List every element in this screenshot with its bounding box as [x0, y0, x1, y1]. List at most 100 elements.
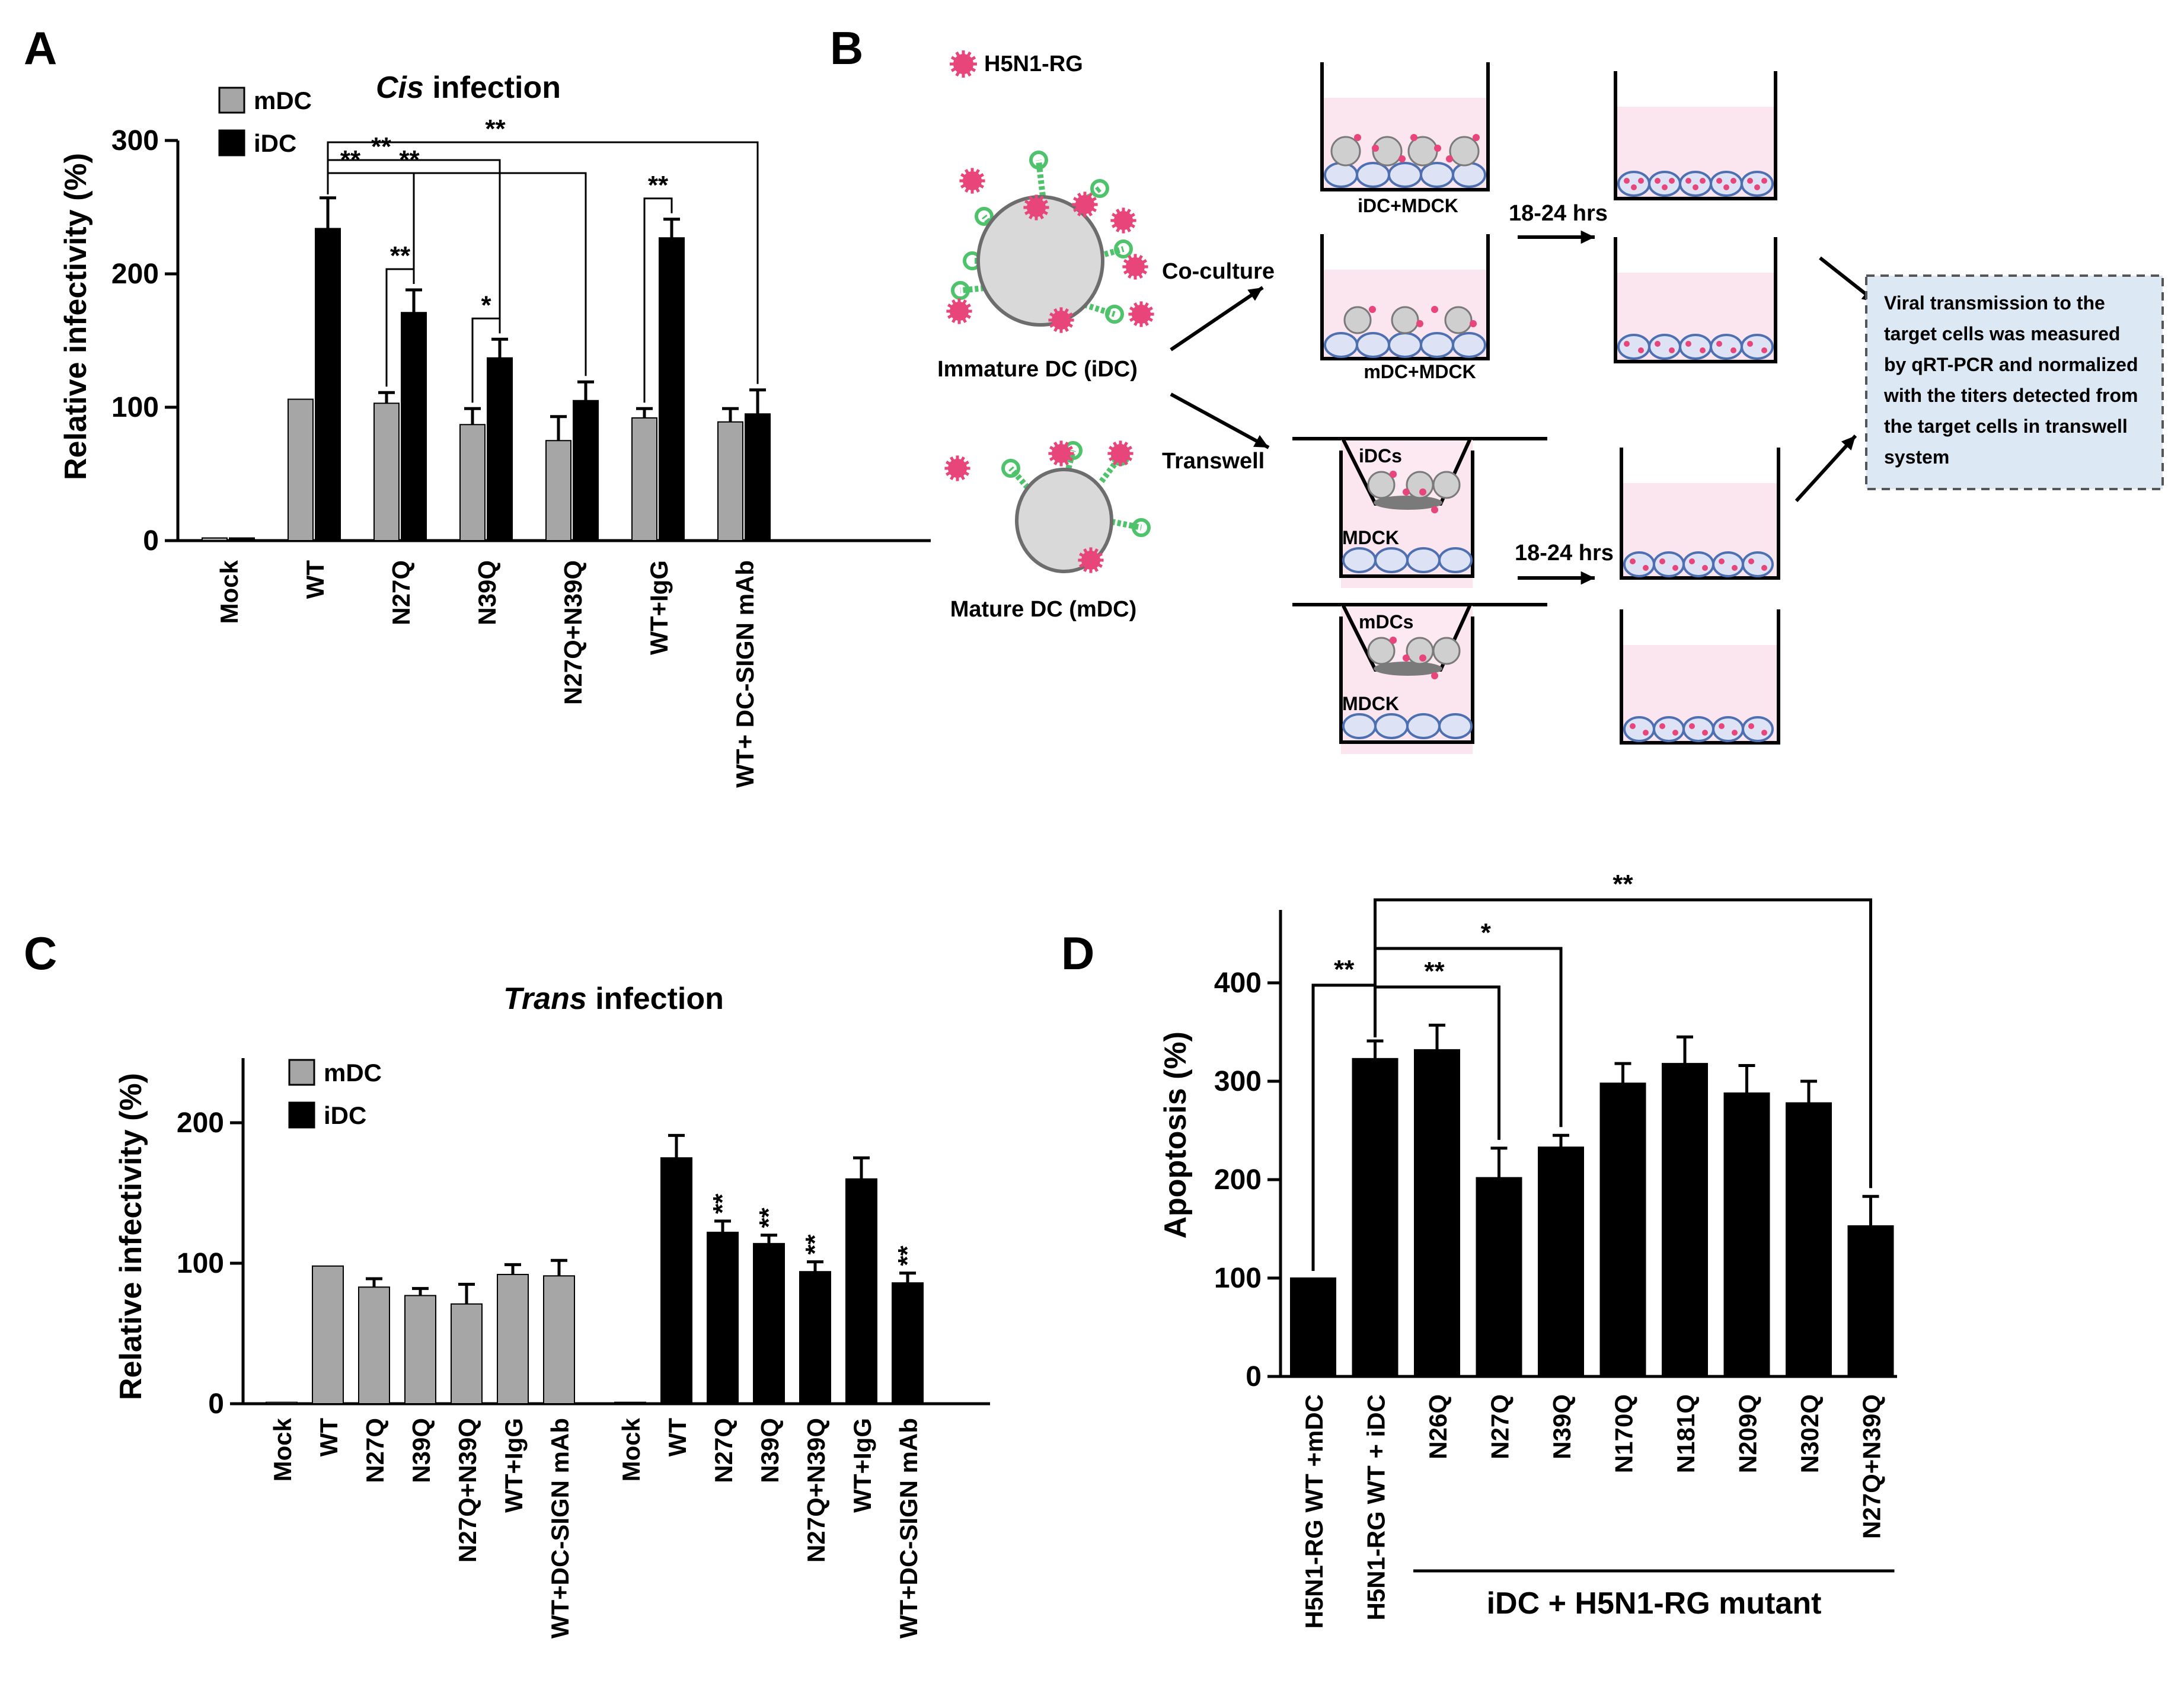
x-tick-label: N27Q+N39Q	[802, 1418, 830, 1563]
bar-idc-N27Q+N39Q	[573, 400, 599, 541]
virion-core	[1111, 444, 1130, 463]
transwell-idc-outer-well	[1339, 451, 1474, 578]
well-result-1	[1614, 71, 1777, 200]
mdck-cell-icon	[1653, 716, 1685, 742]
virus-particle-icon	[1747, 341, 1753, 347]
x-tick-label: H5N1-RG WT +mDC	[1300, 1394, 1328, 1629]
dc-in-insert-icon	[1432, 637, 1461, 665]
virion-icon	[1023, 194, 1049, 221]
dc-in-insert-icon	[1367, 637, 1396, 665]
y-tick-label: 300	[111, 125, 159, 156]
significance-bracket	[471, 317, 501, 403]
virus-particle-icon	[1732, 730, 1738, 736]
virus-particle-icon	[1719, 558, 1725, 564]
mdck-cell-icon	[1682, 551, 1714, 577]
virion-icon	[1072, 191, 1098, 218]
virus-particle-icon	[1624, 178, 1630, 184]
mdck-cell-icon	[1388, 162, 1422, 188]
virion-core	[948, 459, 967, 478]
y-tick-label: 100	[177, 1248, 224, 1279]
mdck-cell-icon	[1712, 716, 1744, 742]
virion-icon	[1128, 301, 1154, 327]
virus-particle-icon	[1630, 558, 1636, 564]
virus-particle-icon	[1643, 565, 1649, 571]
virus-particle-icon	[1693, 184, 1698, 190]
mdck-cell-icon	[1617, 171, 1650, 197]
bar-N302Q	[1786, 1102, 1832, 1378]
significance-label: *	[1481, 918, 1492, 947]
virion-core	[953, 54, 973, 74]
mdc-in-well-icon	[1391, 306, 1419, 334]
well1-label: iDC+MDCK	[1358, 195, 1458, 216]
panel-label-a: A	[24, 22, 57, 74]
idc-in-well-icon	[1407, 136, 1438, 167]
arrow-coculture	[1170, 286, 1264, 352]
bar-mdc-WT+IgG	[631, 417, 657, 541]
virus-particle-icon	[1732, 565, 1738, 571]
bar-idc-N39Q	[753, 1242, 785, 1405]
receptor-head	[951, 281, 970, 300]
virus-particle-icon	[1431, 306, 1438, 313]
y-axis-label: Apoptosis (%)	[1158, 1031, 1193, 1239]
mdck-cell-icon	[1356, 162, 1390, 188]
bar-mdc-N27Q	[358, 1286, 390, 1405]
legend-label-idc: iDC	[254, 129, 296, 157]
virion-icon	[1122, 254, 1148, 280]
x-tick-label: N39Q	[473, 560, 501, 625]
virus-particle-icon	[1761, 730, 1767, 736]
mdck-cell-icon	[1324, 332, 1358, 358]
arrow-coculture-head	[1247, 288, 1263, 301]
mdc-in-well-icon	[1343, 306, 1372, 334]
virion-icon	[959, 168, 985, 194]
virus-particle-icon	[1655, 341, 1661, 347]
legend-label-idc: iDC	[324, 1101, 366, 1129]
time1-label: 18-24 hrs	[1509, 201, 1608, 226]
mdck-cell-icon	[1420, 162, 1454, 188]
significance-label: **	[399, 145, 420, 174]
mdck-cell-icon	[1742, 551, 1774, 577]
mdck-cell-icon	[1742, 716, 1774, 742]
panel-a: A 0 100 200 300 Cis infection Relative infect…	[24, 22, 931, 788]
bar-idc-N39Q	[487, 357, 513, 541]
panel-b: B H5N1-RG Immature DC (iDC) Mature DC (mDC…	[830, 22, 2164, 754]
receptor-head	[1090, 179, 1109, 198]
mdck-cell-icon	[1617, 334, 1650, 360]
virus-particle-icon	[1761, 178, 1767, 184]
chart-title: Trans infection	[503, 982, 724, 1016]
virus-particle-icon	[1416, 320, 1423, 327]
virus-particle-icon	[1723, 184, 1729, 190]
transwell-mdc-label: mDCs	[1359, 611, 1413, 633]
bar-N209Q	[1723, 1092, 1770, 1378]
well-result-2	[1614, 237, 1777, 363]
virus-particle-icon	[1630, 723, 1636, 729]
mdck-cell-icon	[1682, 716, 1714, 742]
virus-particle-icon	[1473, 134, 1480, 141]
y-tick-label: 200	[177, 1107, 224, 1139]
bar-mdc-Mock	[266, 1401, 298, 1404]
bar-mdc-N27Q+N39Q	[545, 440, 571, 541]
y-tick-label: 100	[111, 392, 159, 423]
x-tick-label: N39Q	[756, 1418, 784, 1483]
x-tick-label: WT	[301, 560, 329, 599]
bar-H5N1-RG WT +mDC	[1290, 1277, 1336, 1377]
virus-legend-icon	[950, 50, 977, 78]
virus-particle-icon	[1761, 565, 1767, 571]
mdck-cell-icon	[1679, 171, 1712, 197]
mdck-cell-icon	[1438, 547, 1473, 573]
mdck-cell-icon	[1710, 334, 1743, 360]
legend-swatch-idc	[288, 1101, 315, 1129]
mdck-cell-icon	[1741, 171, 1774, 197]
mdck-cell-icon	[1648, 171, 1681, 197]
bar-N39Q	[1538, 1146, 1584, 1377]
bar-mdc-WT	[288, 398, 314, 541]
significance-label: **	[1424, 957, 1445, 986]
bar-idc-Mock	[229, 537, 255, 541]
bar-mdc-N39Q	[404, 1295, 436, 1405]
significance-bracket	[1374, 947, 1563, 1127]
x-tick-label: N27Q+N39Q	[454, 1418, 481, 1563]
virus-particle-icon	[1685, 341, 1691, 347]
virion-icon	[1048, 440, 1074, 467]
transwell-idc-mdck-label: MDCK	[1342, 527, 1399, 548]
significance-label: *	[481, 290, 491, 320]
x-tick-label: N170Q	[1610, 1394, 1638, 1473]
